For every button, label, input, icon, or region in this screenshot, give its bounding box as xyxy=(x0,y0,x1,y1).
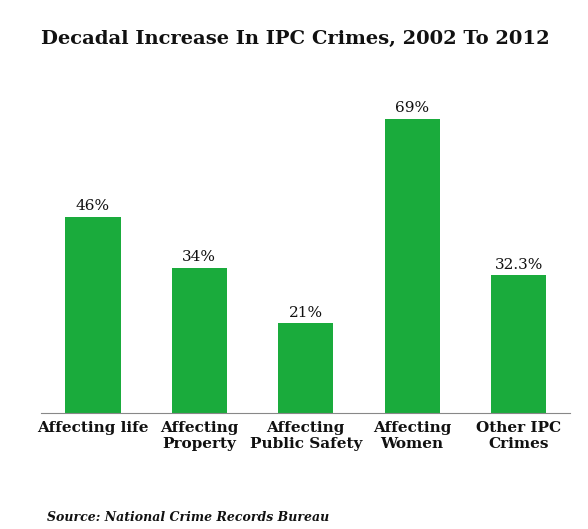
Bar xyxy=(491,275,546,413)
Text: 46%: 46% xyxy=(76,199,110,213)
Text: 34%: 34% xyxy=(182,250,216,264)
Text: 69%: 69% xyxy=(395,102,429,115)
Bar xyxy=(385,119,440,413)
Text: Decadal Increase In IPC Crimes, 2002 To 2012: Decadal Increase In IPC Crimes, 2002 To … xyxy=(41,30,550,48)
Bar xyxy=(278,323,333,413)
Text: 32.3%: 32.3% xyxy=(495,258,543,272)
Text: Source: National Crime Records Bureau: Source: National Crime Records Bureau xyxy=(47,511,329,524)
Bar xyxy=(172,268,227,413)
Bar xyxy=(65,217,121,413)
Text: 21%: 21% xyxy=(289,306,323,320)
